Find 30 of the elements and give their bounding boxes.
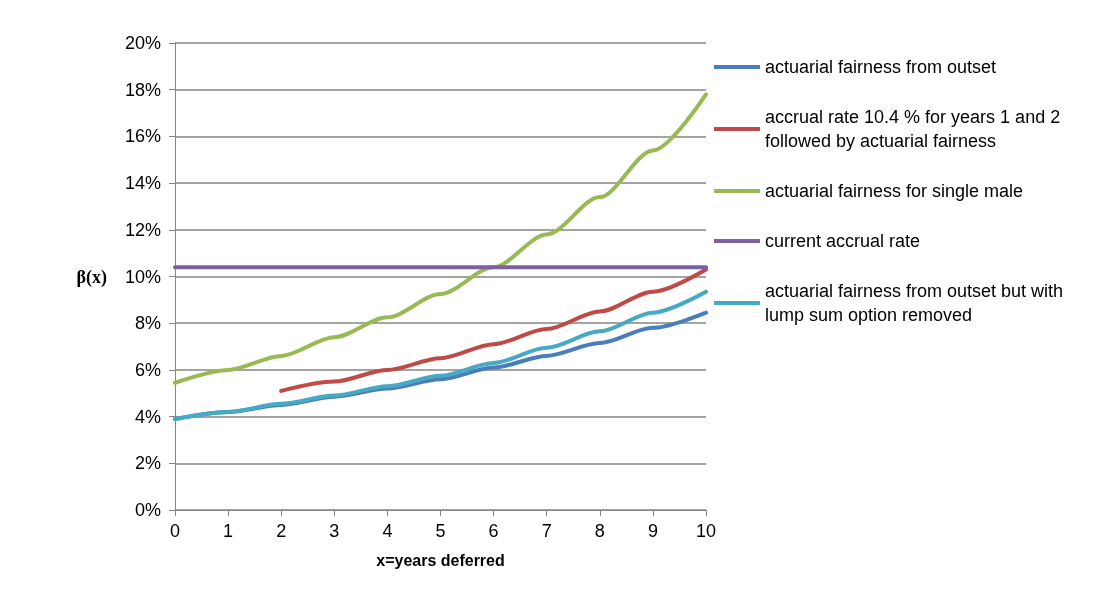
x-tick-label: 2: [276, 521, 287, 541]
y-tick-label: 4%: [134, 406, 161, 427]
y-tick-label: 12%: [124, 219, 161, 240]
y-tick-label: 2%: [134, 453, 161, 474]
y-tick-label: 6%: [134, 359, 161, 380]
line-series: [279, 267, 708, 393]
y-tick-label: 0%: [134, 500, 161, 520]
y-tick-label: 8%: [134, 313, 161, 334]
y-tick-label: 20%: [124, 33, 161, 53]
x-tick-label: 1: [223, 521, 234, 541]
y-tick-label: 10%: [124, 266, 161, 287]
x-tick-label: 10: [695, 521, 717, 541]
x-tick-label: 7: [541, 521, 552, 541]
x-tick-label: 5: [435, 521, 446, 541]
y-tick-label: 16%: [124, 126, 161, 147]
legend-label: actuarial fairness from outset but with lump sum option removed: [765, 281, 1069, 325]
y-tick-label: 14%: [124, 173, 161, 194]
x-tick-label: 4: [382, 521, 393, 541]
x-tick-label: 9: [647, 521, 658, 541]
y-tick-label: 18%: [124, 79, 161, 100]
y-axis-title: β(x): [76, 266, 107, 288]
x-axis-title: x=years deferred: [376, 551, 505, 569]
x-tick-label: 8: [594, 521, 605, 541]
legend-label: current accrual rate: [765, 231, 921, 251]
x-tick-label: 0: [169, 521, 181, 541]
legend-label: actuarial fairness from outset: [765, 57, 997, 77]
legend-label: accrual rate 10.4 % for years 1 and 2 followed by actuarial fairness: [765, 107, 1066, 151]
x-tick-label: 6: [488, 521, 499, 541]
legend-label: actuarial fairness for single male: [765, 181, 1024, 201]
x-tick-label: 3: [329, 521, 340, 541]
